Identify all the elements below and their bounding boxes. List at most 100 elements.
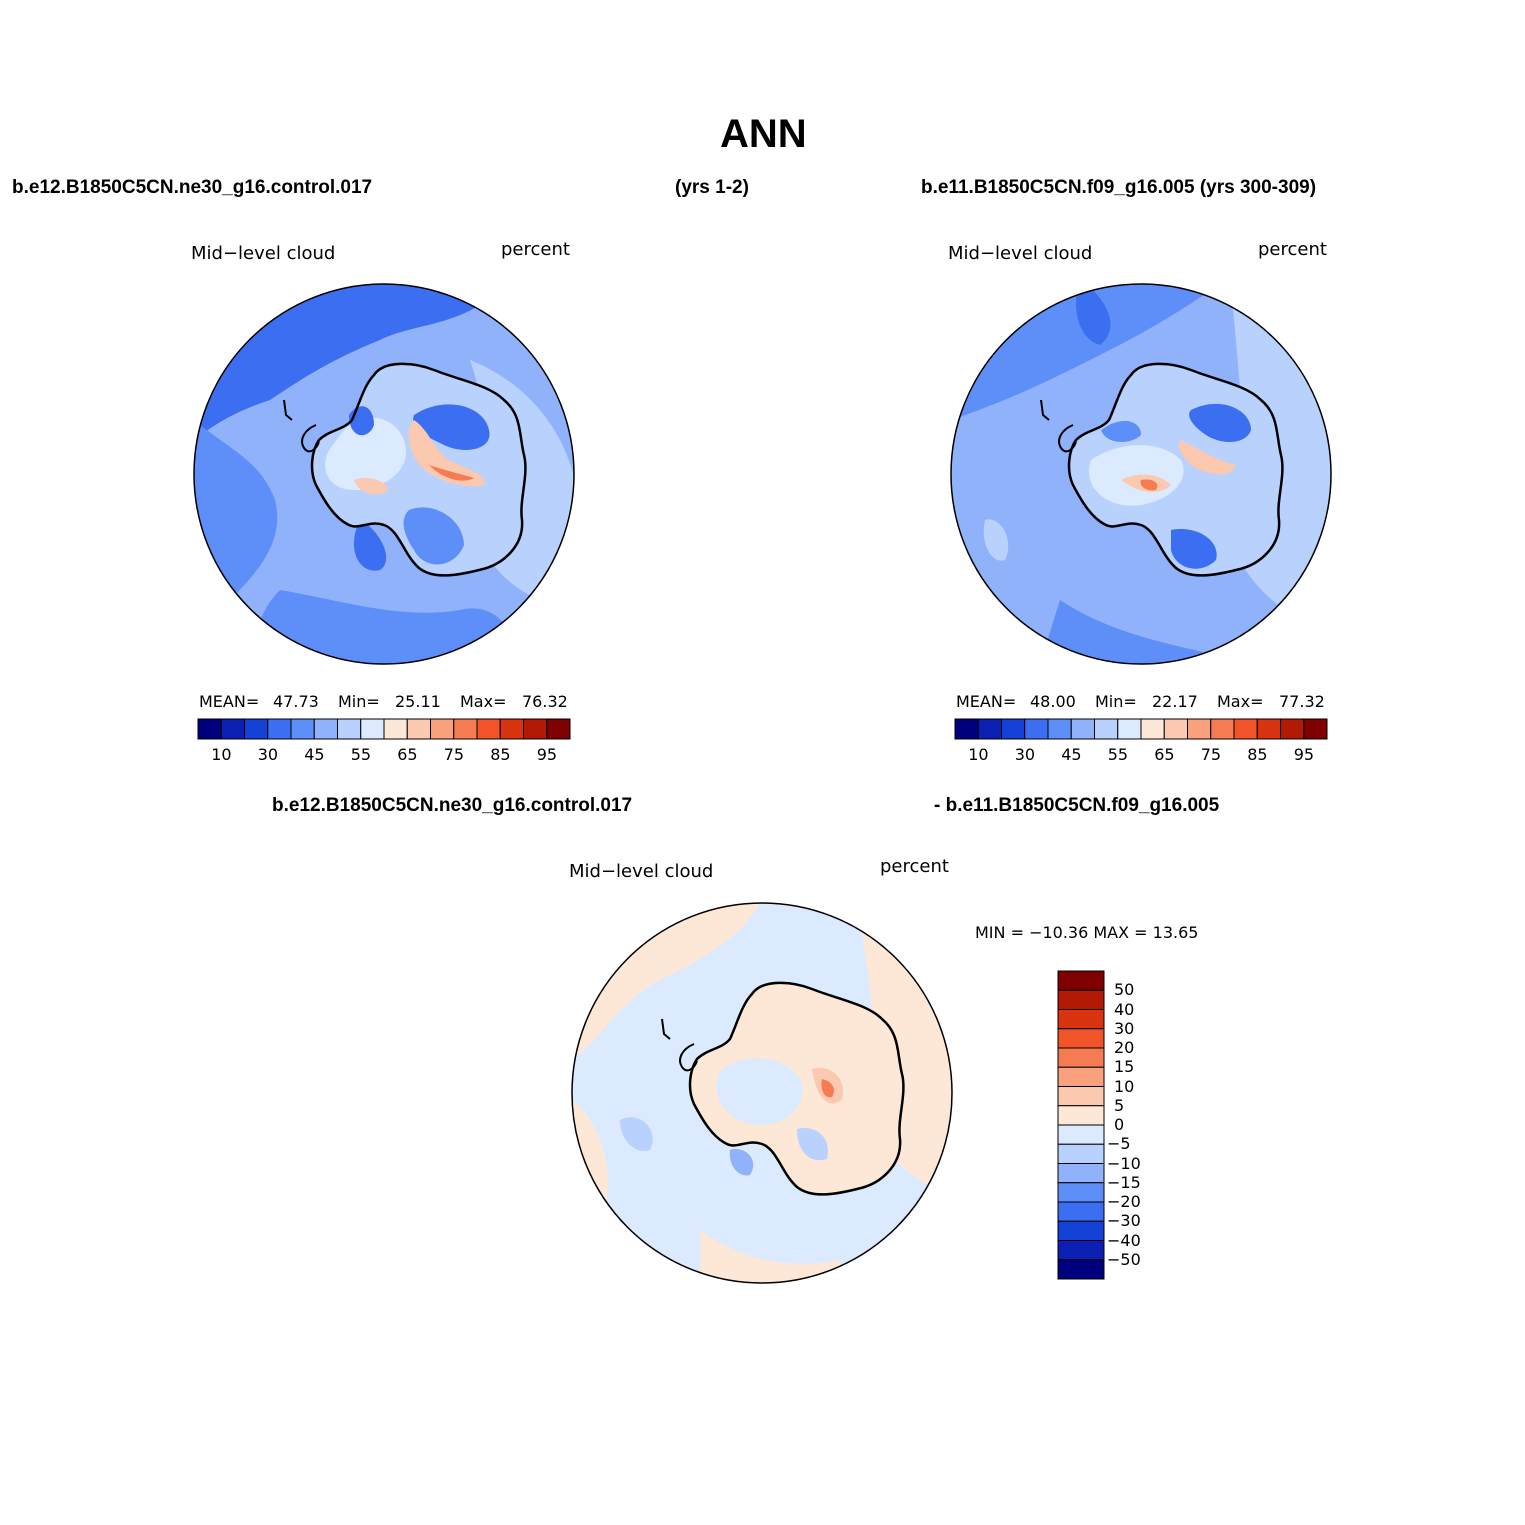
colorbar-box — [267, 718, 292, 740]
colorbar-box — [290, 718, 315, 740]
panel2-min-value: 22.17 — [1152, 692, 1198, 711]
diff-variable: Mid−level cloud — [569, 861, 714, 882]
colorbar-box — [1057, 1240, 1105, 1261]
colorbar-box — [313, 718, 338, 740]
colorbar-box — [1210, 718, 1235, 740]
colorbar-box — [244, 718, 269, 740]
panel1-max-label: Max= — [460, 692, 507, 711]
colorbar-box — [1280, 718, 1305, 740]
colorbar-tick-label: 55 — [350, 745, 372, 764]
colorbar-box — [1163, 718, 1188, 740]
colorbar-box — [1057, 1086, 1105, 1107]
colorbar-tick-label: 65 — [1154, 745, 1175, 764]
diff-units: percent — [880, 856, 949, 877]
colorbar-box — [977, 718, 1002, 740]
panel1-colorbar — [197, 718, 571, 740]
colorbar-box — [954, 718, 979, 740]
colorbar-tick-label: 5 — [1114, 1095, 1125, 1115]
colorbar-tick-label: −15 — [1107, 1172, 1141, 1192]
panel1-max-value: 76.32 — [522, 692, 568, 711]
panel1-variable: Mid−level cloud — [191, 243, 336, 264]
colorbar-tick-label: 10 — [968, 745, 989, 764]
colorbar-box — [1001, 718, 1026, 740]
diff-colorbar — [1057, 970, 1105, 1280]
colorbar-box — [1057, 1009, 1105, 1030]
colorbar-tick-label: 30 — [257, 745, 279, 764]
colorbar-tick-label: 15 — [1114, 1057, 1135, 1077]
panel1-min-label: Min= — [338, 692, 380, 711]
colorbar-tick-label: 55 — [1107, 745, 1129, 764]
colorbar-tick-label: 75 — [1200, 745, 1222, 764]
colorbar-box — [546, 718, 571, 740]
colorbar-tick-label: 95 — [1293, 745, 1315, 764]
colorbar-box — [1233, 718, 1258, 740]
colorbar-tick-label: 20 — [1114, 1038, 1135, 1057]
colorbar-box — [406, 718, 431, 740]
top-right-case-name: b.e11.B1850C5CN.f09_g16.005 (yrs 300-309… — [921, 177, 1317, 198]
colorbar-box — [383, 718, 408, 740]
colorbar-box — [1057, 1143, 1105, 1164]
colorbar-tick-label: 0 — [1114, 1115, 1125, 1134]
panel1-min-value: 25.11 — [395, 692, 441, 711]
top-left-case-name: b.e12.B1850C5CN.ne30_g16.control.017 — [12, 177, 373, 198]
panel2-colorbar — [954, 718, 1328, 740]
colorbar-tick-label: −40 — [1107, 1230, 1141, 1250]
colorbar-box — [453, 718, 478, 740]
colorbar-box — [1057, 1028, 1105, 1049]
colorbar-box — [1024, 718, 1049, 740]
colorbar-tick-label: 45 — [1061, 745, 1082, 764]
colorbar-box — [1140, 718, 1165, 740]
colorbar-box — [476, 718, 501, 740]
colorbar-box — [220, 718, 245, 740]
colorbar-tick-label: 10 — [211, 745, 232, 764]
colorbar-box — [1057, 1220, 1105, 1241]
colorbar-tick-label: −30 — [1107, 1211, 1141, 1231]
colorbar-tick-label: 85 — [1247, 745, 1268, 764]
colorbar-tick-label: −10 — [1107, 1153, 1141, 1173]
colorbar-box — [197, 718, 222, 740]
colorbar-tick-label: 45 — [304, 745, 325, 764]
colorbar-box — [1057, 1182, 1105, 1203]
panel2-variable: Mid−level cloud — [948, 243, 1093, 264]
panel2-units: percent — [1258, 239, 1327, 260]
colorbar-box — [1057, 1259, 1105, 1280]
top-left-years: (yrs 1-2) — [675, 177, 749, 198]
colorbar-tick-label: 30 — [1114, 1018, 1135, 1038]
colorbar-box — [1057, 1201, 1105, 1222]
panel2-max-label: Max= — [1217, 692, 1264, 711]
colorbar-box — [1047, 718, 1072, 740]
colorbar-tick-label: 65 — [397, 745, 418, 764]
colorbar-box — [1057, 989, 1105, 1010]
colorbar-tick-label: 10 — [1114, 1076, 1135, 1096]
colorbar-box — [337, 718, 362, 740]
colorbar-box — [1057, 1047, 1105, 1068]
colorbar-box — [1187, 718, 1212, 740]
panel1-mean-label: MEAN= — [199, 692, 260, 711]
colorbar-box — [360, 718, 385, 740]
colorbar-tick-label: −5 — [1107, 1134, 1131, 1154]
panel1-mean-value: 47.73 — [273, 692, 319, 711]
colorbar-box — [1057, 970, 1105, 991]
diff-minmax: MIN = −10.36 MAX = 13.65 — [975, 923, 1199, 942]
colorbar-tick-label: −50 — [1107, 1249, 1141, 1269]
colorbar-tick-label: −20 — [1107, 1192, 1141, 1211]
colorbar-box — [1117, 718, 1142, 740]
colorbar-box — [499, 718, 524, 740]
colorbar-box — [1057, 1105, 1105, 1126]
diff-case-a: b.e12.B1850C5CN.ne30_g16.control.017 — [272, 795, 633, 816]
colorbar-tick-label: 85 — [490, 745, 511, 764]
colorbar-box — [1070, 718, 1095, 740]
panel2-max-value: 77.32 — [1279, 692, 1325, 711]
colorbar-box — [1303, 718, 1328, 740]
colorbar-box — [1094, 718, 1119, 740]
colorbar-tick-label: 40 — [1114, 999, 1135, 1019]
colorbar-box — [430, 718, 455, 740]
colorbar-box — [523, 718, 548, 740]
colorbar-box — [1057, 1066, 1105, 1087]
panel2-min-label: Min= — [1095, 692, 1137, 711]
colorbar-tick-label: 50 — [1114, 980, 1135, 1000]
colorbar-tick-label: 75 — [443, 745, 465, 764]
colorbar-box — [1256, 718, 1281, 740]
page-title: ANN — [720, 112, 807, 156]
